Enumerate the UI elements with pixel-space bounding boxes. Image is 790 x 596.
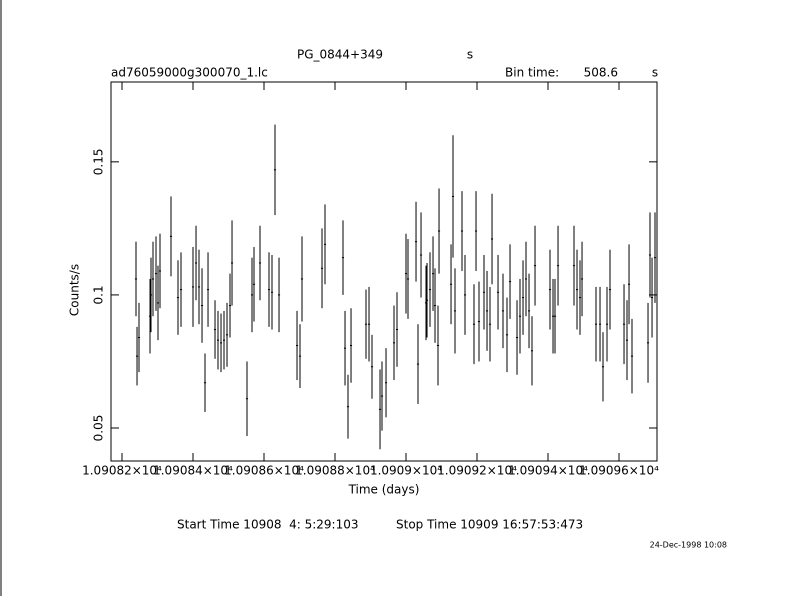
x-tick-label: 1.0909×10⁴ xyxy=(370,464,442,478)
x-tick-label: 1.09096×10⁴ xyxy=(579,464,659,478)
bin-time-label: Bin time: xyxy=(505,66,559,80)
start-time: Start Time 10908 4: 5:29:103 xyxy=(177,518,359,532)
y-tick-label: 0.15 xyxy=(92,148,106,175)
x-tick-label: 1.09082×10⁴ xyxy=(82,464,162,478)
x-tick-label: 1.09088×10⁴ xyxy=(295,464,375,478)
x-axis-label: Time (days) xyxy=(348,483,420,497)
stop-time: Stop Time 10909 16:57:53:473 xyxy=(396,518,583,532)
x-tick-label: 1.09084×10⁴ xyxy=(153,464,233,478)
plot-frame xyxy=(110,81,658,462)
y-tick-label: 0.1 xyxy=(92,285,106,304)
bin-time: 508.6 xyxy=(584,66,618,80)
y-axis-label: Counts/s xyxy=(68,264,82,316)
subtitle: ad76059000g300070_1.lc xyxy=(111,66,268,80)
chart-title: PG_0844+349 xyxy=(297,48,383,62)
date: 24-Dec-1998 10:08 xyxy=(650,541,727,550)
y-tick-label: 0.05 xyxy=(92,415,106,442)
x-tick-label: 1.09086×10⁴ xyxy=(224,464,304,478)
bin-time-unit: s xyxy=(652,66,658,80)
x-tick-label: 1.09092×10⁴ xyxy=(437,464,517,478)
title-unit: s xyxy=(467,48,473,62)
x-tick-label: 1.09094×10⁴ xyxy=(508,464,588,478)
